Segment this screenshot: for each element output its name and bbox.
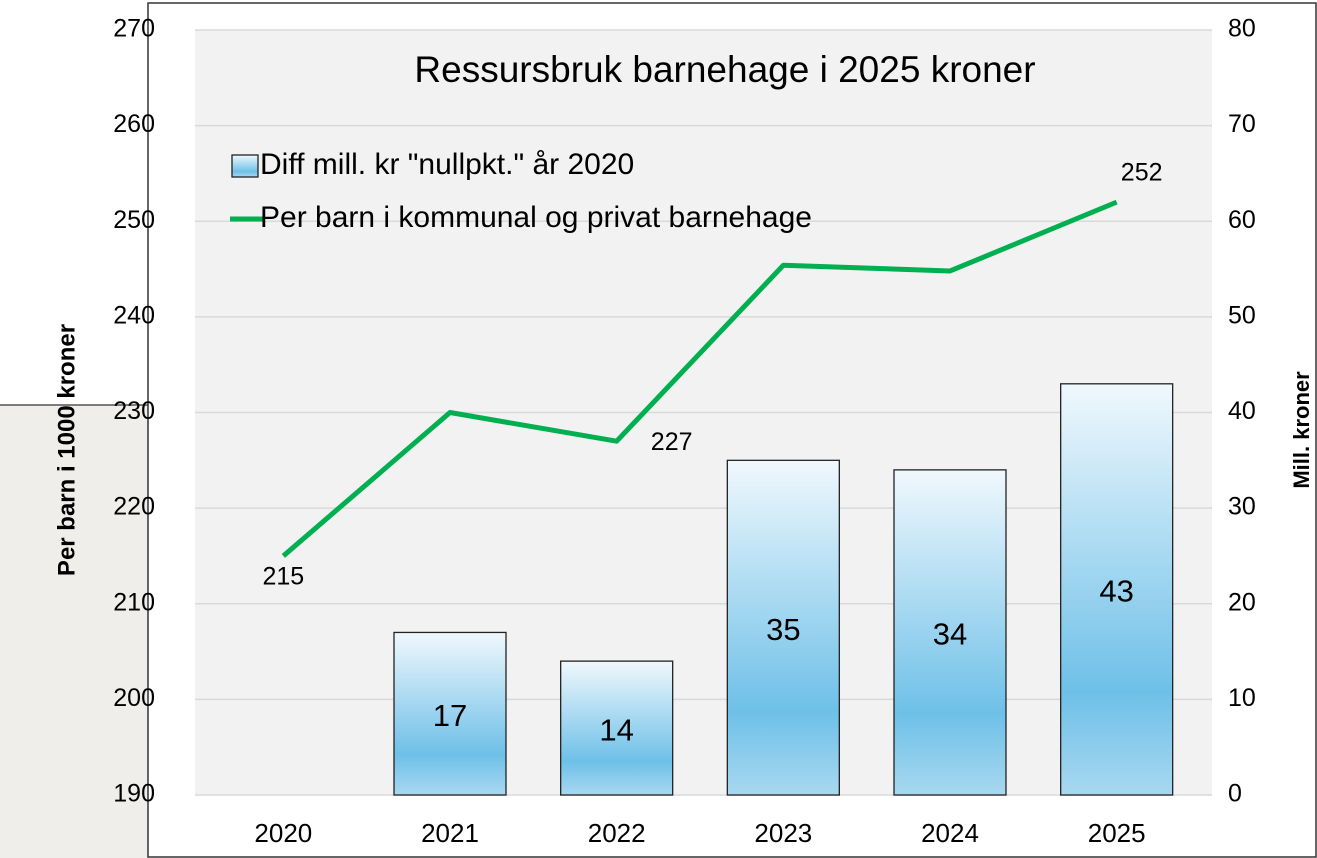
x-tick-label: 2022 — [588, 818, 646, 848]
bar — [726, 459, 840, 796]
x-tick-label: 2023 — [754, 818, 812, 848]
y-tick-label: 240 — [113, 301, 155, 329]
bar — [560, 660, 674, 796]
y2-tick-label: 0 — [1228, 780, 1242, 808]
y2-tick-label: 30 — [1228, 493, 1256, 521]
y-tick-label: 200 — [113, 684, 155, 712]
bar — [893, 469, 1007, 796]
legend-label: Per barn i kommunal og privat barnehage — [260, 201, 812, 234]
y2-tick-label: 80 — [1228, 15, 1256, 43]
line-label: 227 — [651, 428, 693, 456]
y-tick-label: 250 — [113, 206, 155, 234]
bar — [393, 631, 507, 796]
x-tick-label: 2020 — [254, 818, 312, 848]
line-label: 215 — [262, 563, 304, 591]
x-tick-label: 2021 — [421, 818, 479, 848]
y2-tick-label: 10 — [1228, 684, 1256, 712]
x-tick-label: 2025 — [1088, 818, 1146, 848]
y2-axis-title: Mill. kroner — [1289, 371, 1314, 489]
line-series — [281, 199, 1118, 558]
y2-tick-label: 50 — [1228, 301, 1256, 329]
bar-label: 35 — [766, 612, 800, 647]
y-tick-label: 230 — [113, 397, 155, 425]
y-tick-label: 270 — [113, 15, 155, 43]
y-tick-label: 220 — [113, 493, 155, 521]
legend-label: Diff mill. kr "nullpkt." år 2020 — [260, 148, 634, 181]
y2-tick-label: 70 — [1228, 110, 1256, 138]
side-panel — [0, 405, 148, 858]
line-label: 252 — [1121, 159, 1163, 187]
y-tick-label: 260 — [113, 110, 155, 138]
chart-title: Ressursbruk barnehage i 2025 kroner — [414, 49, 1035, 90]
bar — [1060, 383, 1174, 796]
bar-label: 43 — [1099, 574, 1133, 609]
y2-tick-label: 60 — [1228, 206, 1256, 234]
y-tick-label: 210 — [113, 588, 155, 616]
y2-tick-label: 40 — [1228, 397, 1256, 425]
y2-tick-label: 20 — [1228, 588, 1256, 616]
bar-label: 14 — [599, 712, 633, 747]
legend-swatch — [231, 154, 259, 178]
bar-label: 34 — [933, 617, 967, 652]
y-axis-title: Per barn i 1000 kroner — [53, 324, 80, 576]
y-tick-label: 190 — [113, 780, 155, 808]
x-tick-label: 2024 — [921, 818, 979, 848]
bar-label: 17 — [433, 698, 467, 733]
